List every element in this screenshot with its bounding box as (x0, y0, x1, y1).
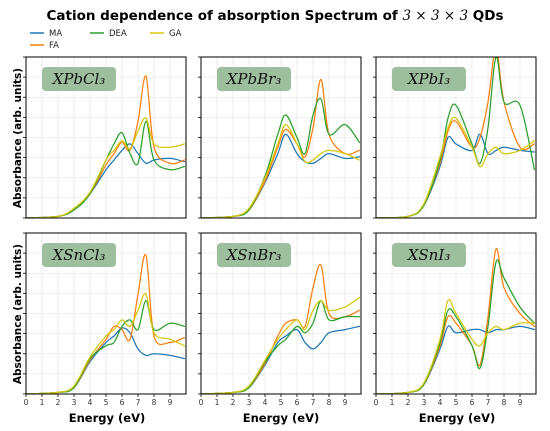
panel-label: XSnBr₃ (226, 246, 282, 264)
x-tick-label: 8 (152, 398, 157, 407)
panel-label: XSnCl₃ (52, 246, 106, 264)
x-tick-label: 6 (470, 398, 475, 407)
panel-xsni3: 0 1 2 3 4 5 6 7 8 9 XSnI₃ (373, 232, 537, 407)
x-tick-label: 0 (374, 398, 379, 407)
panel-xsnbr3: 0 1 2 3 4 5 6 7 8 9 XSnBr₃ (198, 232, 362, 407)
x-tick-label: 5 (104, 398, 109, 407)
x-tick-label: 3 (72, 398, 77, 407)
series-line-dea (26, 299, 186, 394)
xlabel-2: Energy (eV) (243, 411, 319, 425)
x-tick-label: 2 (56, 398, 61, 407)
xlabel-3: Energy (eV) (419, 411, 495, 425)
series-line-dea (26, 120, 186, 218)
series-line-dea (201, 97, 361, 218)
x-tick-label: 6 (295, 398, 300, 407)
x-tick-label: 9 (518, 398, 523, 407)
x-tick-label: 5 (279, 398, 284, 407)
series-line-ga (201, 123, 361, 218)
legend-label-fa: FA (49, 41, 59, 51)
x-tick-label: 4 (438, 398, 443, 407)
panel-label-box (392, 243, 466, 267)
x-tick-label: 7 (311, 398, 316, 407)
panel-xpbcl3: XPbCl₃ (23, 56, 187, 219)
x-tick-label: 2 (231, 398, 236, 407)
chart-title-prefix: Cation dependence of absorption Spectrum… (46, 8, 402, 24)
panel-label: XSnI₃ (407, 246, 451, 264)
series-line-dea (376, 259, 536, 394)
x-tick-label: 9 (168, 398, 173, 407)
series-line-ga (376, 299, 536, 394)
panels: XPbCl₃ XPbBr₃ XPbI₃ 0 1 2 3 4 5 6 7 8 9 XSnCl₃ 0 1 2 3 4 5 6… (23, 56, 537, 407)
x-tick-label: 1 (40, 398, 45, 407)
x-tick-label: 7 (486, 398, 491, 407)
x-tick-label: 0 (24, 398, 29, 407)
panel-label-box (217, 243, 291, 267)
x-tick-label: 0 (199, 398, 204, 407)
chart-title-math: 3 × 3 × 3 (403, 8, 469, 24)
panel-label-box (392, 67, 466, 91)
legend-item-ma: MA (30, 29, 62, 39)
x-tick-label: 3 (422, 398, 427, 407)
x-tick-label: 3 (247, 398, 252, 407)
series-line-ga (376, 116, 536, 218)
xlabel-1: Energy (eV) (69, 411, 145, 425)
x-tick-label: 6 (120, 398, 125, 407)
panel-label: XPbBr₃ (226, 70, 282, 88)
x-tick-label: 1 (215, 398, 220, 407)
series-line-dea (376, 57, 536, 218)
panel-label: XPbCl₃ (52, 70, 106, 88)
x-tick-label: 9 (343, 398, 348, 407)
panel-xpbi3: XPbI₃ (373, 56, 537, 219)
series-line-dea (201, 299, 361, 394)
legend: MA FA DEA GA (30, 29, 182, 51)
legend-item-ga: GA (150, 29, 182, 39)
legend-label-ma: MA (49, 29, 62, 39)
ylabel-top: Absorbance (arb. units) (12, 68, 24, 208)
chart-title-suffix: QDs (468, 8, 503, 24)
x-tick-label: 8 (327, 398, 332, 407)
panel-xsncl3: 0 1 2 3 4 5 6 7 8 9 XSnCl₃ (23, 232, 187, 407)
x-tick-label: 1 (390, 398, 395, 407)
legend-label-dea: DEA (109, 29, 127, 39)
series-line-ga (26, 117, 186, 218)
x-tick-label: 8 (502, 398, 507, 407)
panel-label-box (42, 67, 116, 91)
x-tick-label: 2 (406, 398, 411, 407)
ylabel-bottom: Absorbance (arb. units) (12, 244, 24, 384)
series-line-ga (201, 296, 361, 394)
legend-item-dea: DEA (90, 29, 127, 39)
x-tick-label: 5 (454, 398, 459, 407)
legend-label-ga: GA (169, 29, 182, 39)
panel-label-box (217, 67, 291, 91)
panel-label: XPbI₃ (407, 70, 450, 88)
legend-item-fa: FA (30, 41, 59, 51)
panel-xpbbr3: XPbBr₃ (198, 56, 362, 219)
x-tick-label: 7 (136, 398, 141, 407)
x-tick-label: 4 (88, 398, 93, 407)
chart-title: Cation dependence of absorption Spectrum… (46, 8, 503, 24)
x-tick-label: 4 (263, 398, 268, 407)
panel-label-box (42, 243, 116, 267)
series-line-ga (26, 292, 186, 394)
